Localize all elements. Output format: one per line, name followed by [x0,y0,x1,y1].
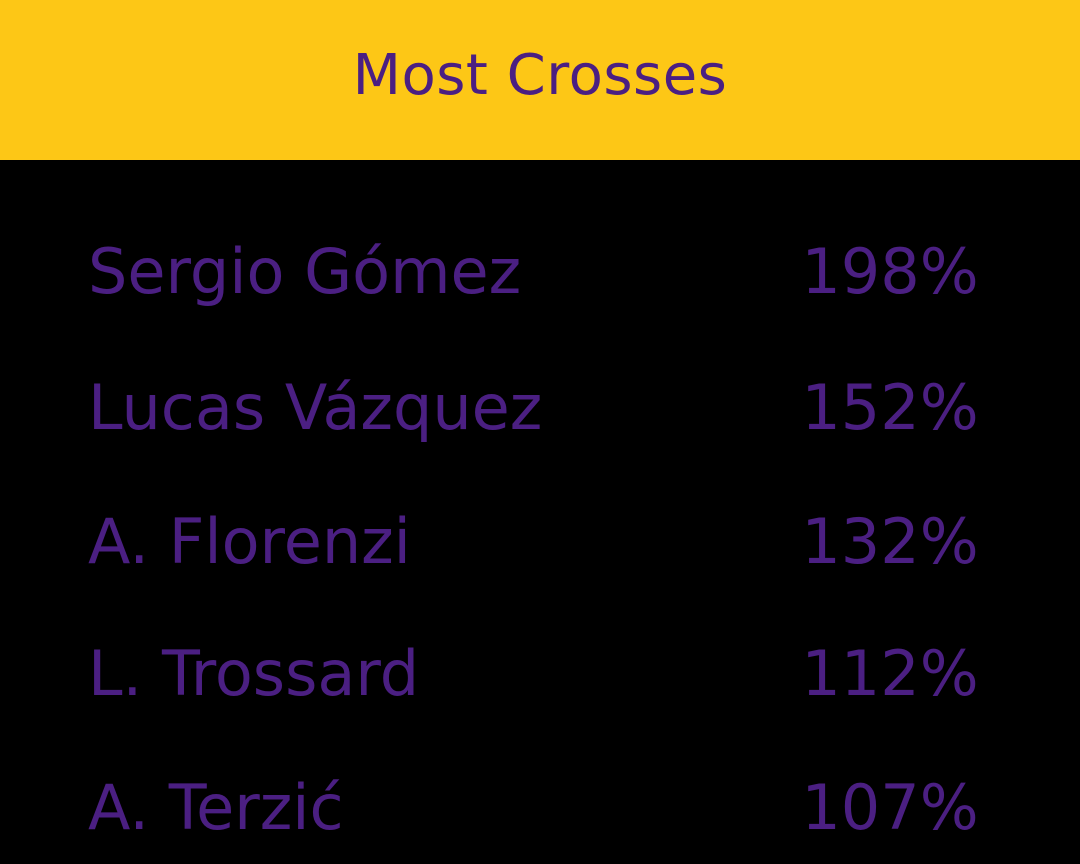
player-value: 107% [801,771,979,844]
player-name: L. Trossard [88,637,420,710]
player-value: 112% [801,637,979,710]
player-value: 152% [801,371,979,444]
list-item: Sergio Gómez 198% [0,222,1080,322]
player-value: 198% [801,235,979,308]
list-item: A. Terzić 107% [0,758,1080,858]
stats-list: Sergio Gómez 198% Lucas Vázquez 152% A. … [0,160,1080,864]
player-name: A. Terzić [88,771,344,844]
page-title: Most Crosses [352,43,728,108]
list-item: A. Florenzi 132% [0,492,1080,592]
player-name: Sergio Gómez [88,235,522,308]
header-banner: Most Crosses [0,0,1080,160]
player-value: 132% [801,505,979,578]
player-name: A. Florenzi [88,505,411,578]
player-name: Lucas Vázquez [88,371,543,444]
list-item: Lucas Vázquez 152% [0,358,1080,458]
list-item: L. Trossard 112% [0,624,1080,724]
